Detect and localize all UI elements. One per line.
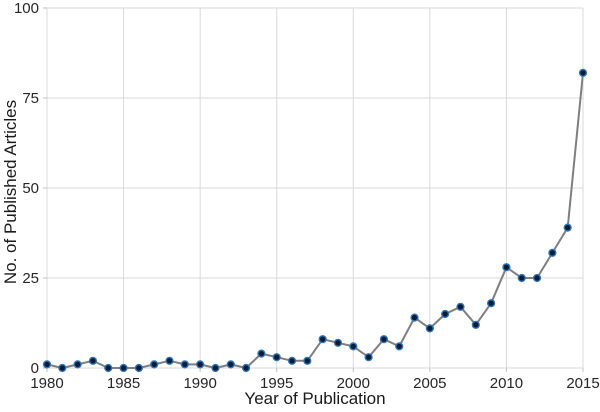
data-point <box>364 353 373 362</box>
data-point <box>165 356 174 365</box>
data-point <box>134 363 143 373</box>
data-point <box>119 363 128 373</box>
y-tick-label: 0 <box>31 360 39 377</box>
data-point <box>104 363 113 373</box>
data-point <box>349 342 358 351</box>
data-point <box>532 273 542 283</box>
data-point <box>441 309 450 319</box>
gridlines <box>43 7 584 372</box>
y-tick-label: 100 <box>14 0 39 17</box>
data-point <box>410 313 419 322</box>
y-tick-label: 25 <box>22 270 39 287</box>
data-point <box>548 248 557 257</box>
data-point <box>241 363 251 373</box>
data-point <box>333 338 343 347</box>
x-axis-title: Year of Publication <box>244 389 385 408</box>
tick-labels: 0 25 50 75 100 1980 1985 1990 1995 2000 2005 2010 20… <box>14 0 600 392</box>
data-point <box>379 335 389 344</box>
data-point <box>180 360 189 369</box>
data-point <box>196 360 205 369</box>
data-point <box>211 363 220 373</box>
x-tick-label: 1995 <box>260 375 293 392</box>
x-tick-label: 1990 <box>183 375 216 392</box>
data-point <box>226 360 235 369</box>
data-point <box>58 363 67 373</box>
data-point <box>395 342 404 351</box>
x-tick-label: 1980 <box>30 375 63 392</box>
series-line <box>46 71 584 369</box>
data-point <box>425 324 434 333</box>
x-tick-label: 2015 <box>566 375 599 392</box>
data-point <box>272 353 281 362</box>
data-point <box>257 349 266 358</box>
x-tick-label: 2000 <box>337 375 370 392</box>
data-point <box>563 223 572 232</box>
y-axis-title: No. of Published Articles <box>1 100 20 284</box>
x-tick-label: 2005 <box>413 375 446 392</box>
y-tick-label: 50 <box>22 180 39 197</box>
x-tick-label: 2010 <box>490 375 523 392</box>
data-point <box>502 263 511 272</box>
data-point <box>456 302 465 311</box>
series-group <box>46 71 584 369</box>
data-point <box>487 299 496 308</box>
data-point <box>517 273 526 283</box>
data-point <box>287 356 297 365</box>
data-point <box>318 335 327 344</box>
data-point <box>88 356 98 365</box>
y-tick-label: 75 <box>22 90 39 107</box>
data-point <box>73 360 82 369</box>
data-point <box>42 360 52 369</box>
markers-group <box>42 68 588 373</box>
data-point <box>578 68 588 77</box>
data-point <box>303 356 312 365</box>
data-point <box>150 360 159 369</box>
x-tick-label: 1985 <box>107 375 140 392</box>
data-point <box>471 320 480 329</box>
